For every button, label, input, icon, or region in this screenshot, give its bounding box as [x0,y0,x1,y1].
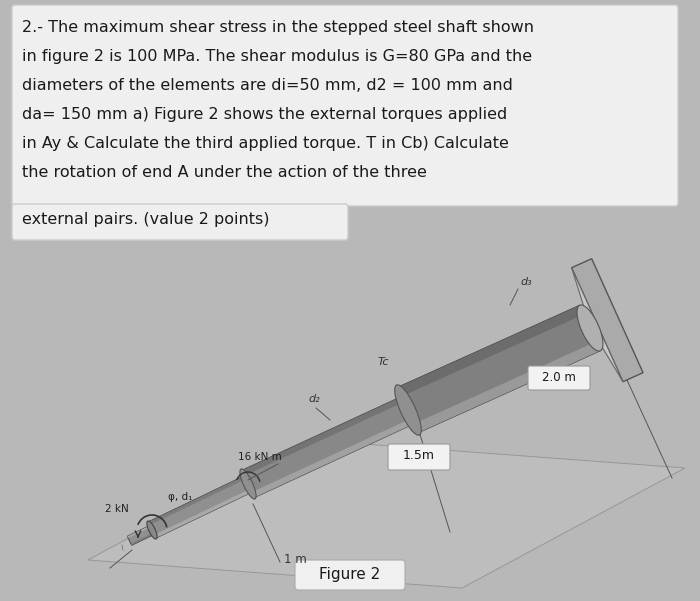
Text: φ, d₁: φ, d₁ [168,492,193,502]
Polygon shape [572,258,643,382]
Ellipse shape [395,385,421,435]
Polygon shape [398,305,584,396]
Text: d₂: d₂ [308,394,320,404]
Polygon shape [241,397,404,476]
FancyBboxPatch shape [528,366,590,390]
Text: Figure 2: Figure 2 [319,567,381,582]
Text: 1.5m: 1.5m [403,449,435,462]
Text: 2.- The maximum shear stress in the stepped steel shaft shown: 2.- The maximum shear stress in the step… [22,20,534,35]
FancyBboxPatch shape [295,560,405,590]
Text: 16 kN m: 16 kN m [238,452,281,462]
FancyBboxPatch shape [12,5,678,206]
Polygon shape [131,532,154,545]
Polygon shape [154,489,252,538]
Polygon shape [148,476,252,538]
Text: da= 150 mm a) Figure 2 shows the external torques applied: da= 150 mm a) Figure 2 shows the externa… [22,107,507,122]
Ellipse shape [240,469,256,499]
Polygon shape [572,267,623,382]
Polygon shape [241,397,414,498]
Polygon shape [398,305,601,433]
Text: external pairs. (value 2 points): external pairs. (value 2 points) [22,212,270,227]
Polygon shape [148,476,246,525]
Text: in Ay & Calculate the third applied torque. T in Cb) Calculate: in Ay & Calculate the third applied torq… [22,136,509,151]
FancyBboxPatch shape [12,204,348,240]
Polygon shape [88,440,685,588]
Text: 1 m: 1 m [284,553,307,566]
Text: the rotation of end A under the action of the three: the rotation of end A under the action o… [22,165,427,180]
Text: diameters of the elements are di=50 mm, d2 = 100 mm and: diameters of the elements are di=50 mm, … [22,78,513,93]
Polygon shape [414,342,601,433]
Ellipse shape [147,521,157,539]
Text: 2.0 m: 2.0 m [542,371,576,384]
Text: Tc: Tc [378,357,389,367]
Polygon shape [252,418,414,498]
Text: in figure 2 is 100 MPa. The shear modulus is G=80 GPa and the: in figure 2 is 100 MPa. The shear modulu… [22,49,532,64]
Polygon shape [127,525,150,538]
FancyBboxPatch shape [388,444,450,470]
Text: 2 kN: 2 kN [105,504,129,514]
Text: d₃: d₃ [520,277,531,287]
Ellipse shape [577,305,603,351]
Polygon shape [127,525,154,545]
